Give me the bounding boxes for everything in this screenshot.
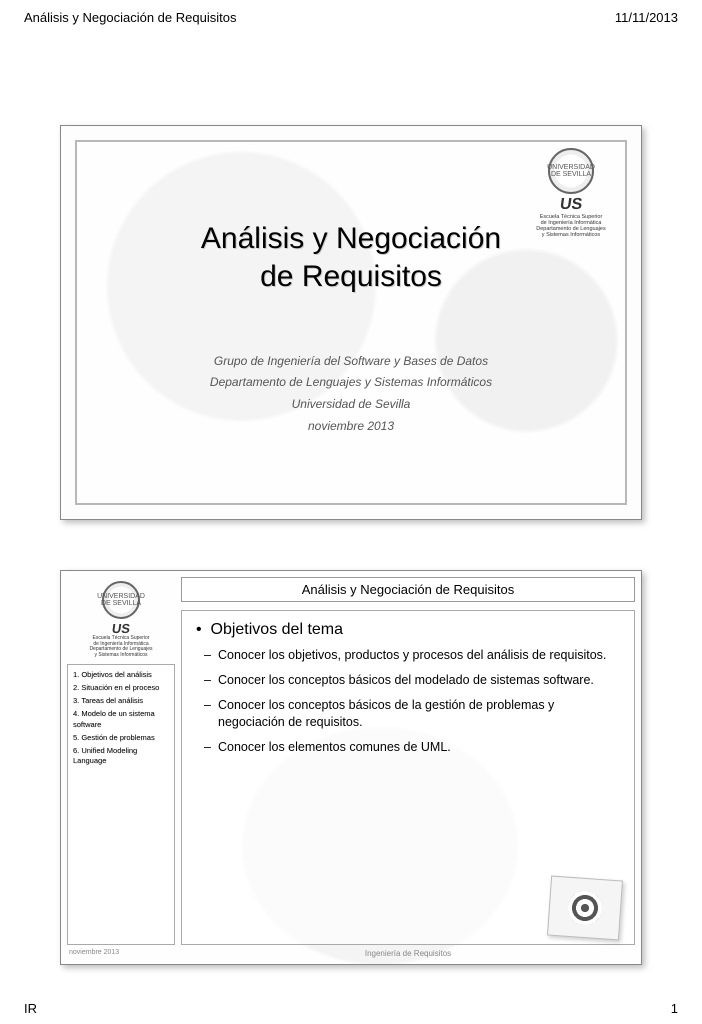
toc-item: Gestión de problemas [73,733,169,743]
us-logo-icon: US [524,196,619,214]
toc-item: Situación en el proceso [73,683,169,693]
subtitle-line: Grupo de Ingeniería del Software y Bases… [77,351,625,373]
toc-item: Tareas del análisis [73,696,169,706]
sidebar-logo: UNIVERSIDAD DE SEVILLA US Escuela Técnic… [67,577,175,664]
toc-list: Objetivos del análisis Situación en el p… [73,670,169,766]
topic-heading: • Objetivos del tema [196,621,620,639]
slide-2-header: Análisis y Negociación de Requisitos [181,577,635,602]
slide-2: UNIVERSIDAD DE SEVILLA US Escuela Técnic… [60,570,642,965]
logo-caption-line: y Sistemas Informáticos [69,653,173,659]
subtitle-line: Universidad de Sevilla [77,394,625,416]
slide-1-inner: UNIVERSIDAD DE SEVILLA US Escuela Técnic… [75,140,627,505]
toc-item: Modelo de un sistema software [73,709,169,729]
slide-1: UNIVERSIDAD DE SEVILLA US Escuela Técnic… [60,125,642,520]
slide-2-footer: Ingeniería de Requisitos [181,945,635,958]
toc-box: Objetivos del análisis Situación en el p… [67,664,175,945]
bullet-icon: • [196,621,202,638]
list-item: Conocer los conceptos básicos del modela… [218,672,620,689]
toc-item: Unified Modeling Language [73,746,169,766]
sidebar-date: noviembre 2013 [67,945,175,958]
us-logo-icon: US [68,621,174,636]
page-header: Análisis y Negociación de Requisitos 11/… [0,0,702,25]
slide-2-sidebar: UNIVERSIDAD DE SEVILLA US Escuela Técnic… [67,577,175,958]
logo-caption: Escuela Técnica Superior de Ingeniería I… [69,636,173,658]
doc-title: Análisis y Negociación de Requisitos [24,10,236,25]
subtitle-line: Departamento de Lenguajes y Sistemas Inf… [77,372,625,394]
logo-caption-line: y Sistemas Informáticos [525,232,617,238]
page-footer: IR 1 [24,1001,678,1016]
target-image-icon [547,876,623,941]
list-item: Conocer los objetivos, productos y proce… [218,647,620,664]
topic-text: Objetivos del tema [211,621,344,638]
logo-caption: Escuela Técnica Superior de Ingeniería I… [525,214,617,238]
slide-1-subtitles: Grupo de Ingeniería del Software y Bases… [77,351,625,437]
slides-container: UNIVERSIDAD DE SEVILLA US Escuela Técnic… [0,125,702,965]
footer-page-number: 1 [671,1001,678,1016]
doc-date: 11/11/2013 [615,10,678,25]
toc-item: Objetivos del análisis [73,670,169,680]
objectives-list: Conocer los objetivos, productos y proce… [196,647,620,755]
university-seal-icon: UNIVERSIDAD DE SEVILLA [102,581,140,619]
institution-logo: UNIVERSIDAD DE SEVILLA US Escuela Técnic… [525,148,617,238]
list-item: Conocer los elementos comunes de UML. [218,739,620,756]
subtitle-line: noviembre 2013 [77,416,625,438]
slide-2-main: Análisis y Negociación de Requisitos • O… [181,577,635,958]
title-line: de Requisitos [77,258,625,296]
list-item: Conocer los conceptos básicos de la gest… [218,697,620,731]
university-seal-icon: UNIVERSIDAD DE SEVILLA [548,148,594,194]
footer-left: IR [24,1001,37,1016]
